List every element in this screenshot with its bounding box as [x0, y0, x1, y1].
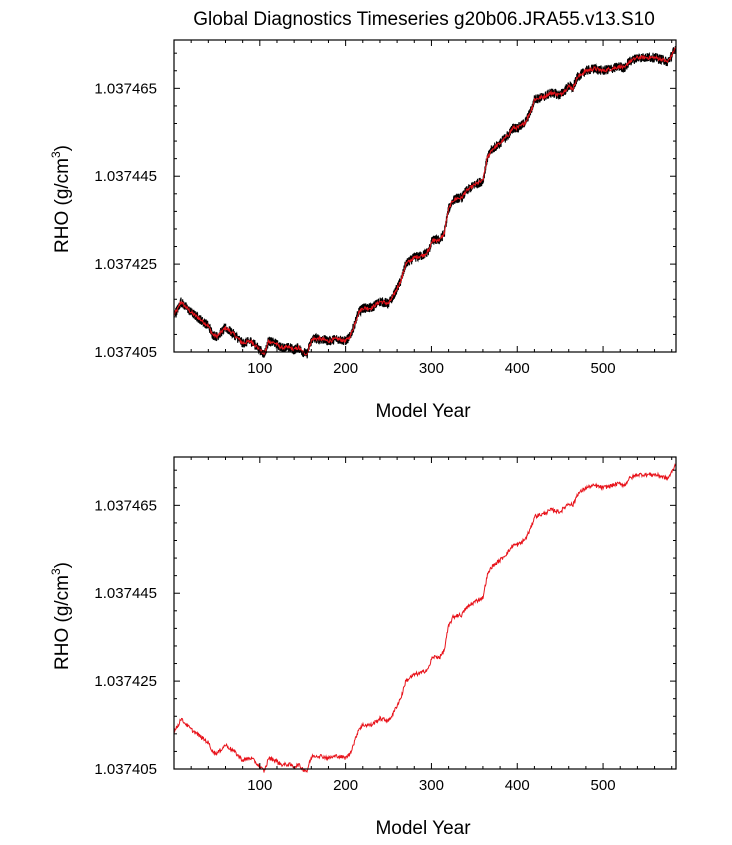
y-axis-label-superscript: 3	[49, 568, 63, 575]
x-tick-label: 400	[505, 360, 530, 377]
y-axis-label-main: RHO (g/cm	[52, 158, 73, 253]
series-monthly-line	[173, 46, 677, 359]
y-tick-label: 1.037405	[94, 344, 157, 361]
y-axis-label-close: )	[52, 145, 73, 151]
y-tick-label: 1.037445	[94, 168, 157, 185]
y-tick-label: 1.037425	[94, 256, 157, 273]
x-tick-label: 500	[591, 777, 616, 794]
y-tick-label: 1.037445	[94, 585, 157, 602]
y-tick-label: 1.037425	[94, 673, 157, 690]
x-tick-label: 100	[247, 360, 272, 377]
x-tick-label: 200	[333, 777, 358, 794]
y-axis-label: RHO (g/cm3)	[49, 562, 73, 670]
x-axis-label: Model Year	[375, 401, 471, 422]
x-tick-label: 500	[591, 360, 616, 377]
x-tick-label: 400	[505, 777, 530, 794]
y-tick-label: 1.037465	[94, 497, 157, 514]
y-axis-label-main: RHO (g/cm	[52, 575, 73, 670]
x-tick-label: 300	[419, 360, 444, 377]
x-tick-label: 300	[419, 777, 444, 794]
y-tick-label: 1.037405	[94, 761, 157, 778]
plot-frame	[173, 456, 677, 770]
plot-panel-1: 100 200 300 400 500 1.037405 1.037425 1.037445 1…	[49, 39, 677, 422]
chart-title: Global Diagnostics Timeseries g20b06.JRA…	[193, 9, 655, 30]
plot-frame	[173, 39, 677, 353]
x-tick-label: 200	[333, 360, 358, 377]
y-axis-label-close: )	[52, 562, 73, 568]
series-annual-line	[173, 463, 677, 774]
y-axis-label: RHO (g/cm3)	[49, 145, 73, 253]
series-annual-line	[173, 46, 677, 356]
x-axis-label: Model Year	[375, 818, 471, 839]
y-axis-label-superscript: 3	[49, 151, 63, 158]
x-tick-label: 100	[247, 777, 272, 794]
y-tick-label: 1.037465	[94, 80, 157, 97]
plot-panel-2: 100 200 300 400 500 1.037405 1.037425 1.037445 1…	[49, 456, 677, 839]
